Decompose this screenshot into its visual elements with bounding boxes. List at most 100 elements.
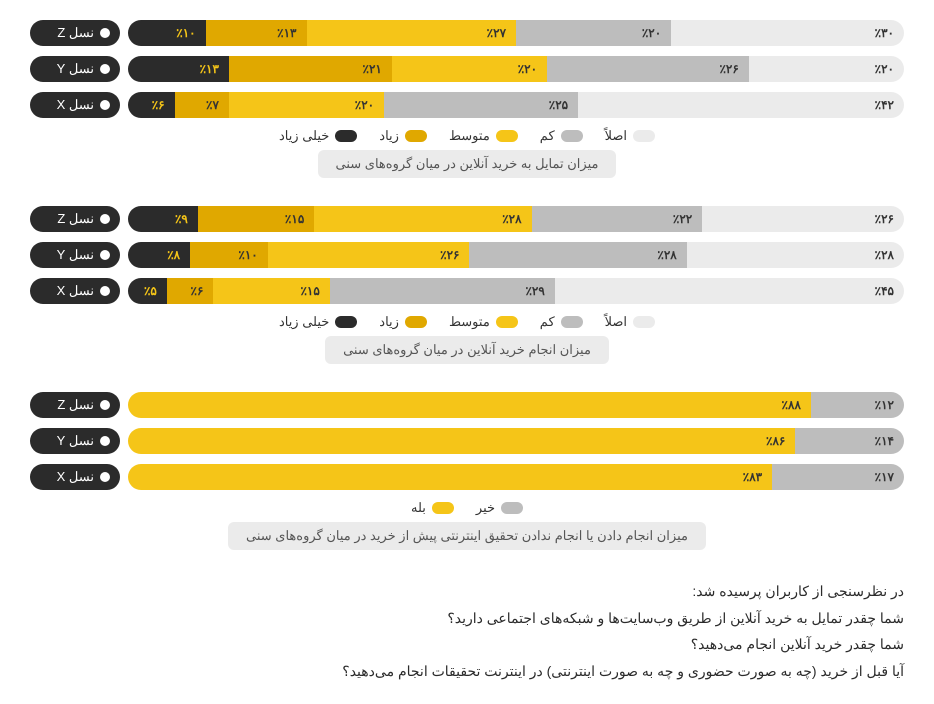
bar-segment: ٪۲۲ (532, 206, 703, 232)
chart-group: نسل Z٪۱۲٪۸۸نسل Y٪۱۴٪۸۶نسل X٪۱۷٪۸۳خیربلهم… (30, 392, 904, 550)
row-label: نسل Y (30, 242, 120, 268)
bar-segment: ٪۱۰ (128, 20, 206, 46)
row-label: نسل Y (30, 56, 120, 82)
bar-segment: ٪۱۵ (213, 278, 329, 304)
bar-segment: ٪۲۶ (702, 206, 904, 232)
bar-segment: ٪۱۳ (128, 56, 229, 82)
bar-segment: ٪۸۸ (128, 392, 811, 418)
stacked-bar: ٪۱۴٪۸۶ (128, 428, 904, 454)
row-label-text: نسل Y (57, 247, 94, 263)
row-label-text: نسل X (57, 97, 94, 113)
bar-segment: ٪۳۰ (671, 20, 904, 46)
legend-swatch-icon (405, 316, 427, 328)
bar-row: نسل Z ٪۲۶٪۲۲٪۲۸٪۱۵٪۹ (30, 206, 904, 232)
legend-label: خیر (476, 500, 495, 516)
legend-label: اصلاً (605, 314, 627, 330)
row-label-text: نسل X (57, 469, 94, 485)
row-label-text: نسل Y (57, 433, 94, 449)
bullet-icon (100, 28, 110, 38)
bar-row: نسل X ٪۴۵٪۲۹٪۱۵٪۶٪۵ (30, 278, 904, 304)
bar-row: نسل Y٪۲۸٪۲۸٪۲۶٪۱۰٪۸ (30, 242, 904, 268)
footer-lead: در نظرسنجی از کاربران پرسیده شد: (30, 578, 904, 605)
chart-group: نسل Z٪۲۶٪۲۲٪۲۸٪۱۵٪۹نسل Y٪۲۸٪۲۸٪۲۶٪۱۰٪۸نس… (30, 206, 904, 364)
legend-swatch-icon (633, 130, 655, 142)
legend-item: خیر (476, 500, 523, 516)
chart-caption: میزان انجام خرید آنلاین در میان گروه‌های… (325, 336, 609, 364)
bar-segment: ٪۶ (167, 278, 214, 304)
stacked-bar: ٪۴۵٪۲۹٪۱۵٪۶٪۵ (128, 278, 904, 304)
legend-label: بله (411, 500, 426, 516)
bar-segment: ٪۱۵ (198, 206, 314, 232)
bullet-icon (100, 286, 110, 296)
bar-segment: ٪۱۳ (206, 20, 307, 46)
chart-group: نسل Z٪۳۰٪۲۰٪۲۷٪۱۳٪۱۰نسل Y٪۲۰٪۲۶٪۲۰٪۲۱٪۱۳… (30, 20, 904, 178)
bullet-icon (100, 400, 110, 410)
bar-segment: ٪۲۰ (392, 56, 547, 82)
legend-item: خیلی زیاد (279, 128, 357, 144)
legend-swatch-icon (335, 130, 357, 142)
footer-q1: شما چقدر تمایل به خرید آنلاین از طریق وب… (30, 605, 904, 632)
legend-label: خیلی زیاد (279, 128, 329, 144)
footer-q3: آیا قبل از خرید (چه به صورت حضوری و چه ب… (30, 658, 904, 685)
bar-segment: ٪۱۲ (811, 392, 904, 418)
footer-text: در نظرسنجی از کاربران پرسیده شد: شما چقد… (30, 578, 904, 684)
legend-label: متوسط (449, 314, 490, 330)
bar-segment: ٪۴۲ (578, 92, 904, 118)
bar-segment: ٪۲۵ (384, 92, 578, 118)
bullet-icon (100, 472, 110, 482)
row-label: نسل X (30, 464, 120, 490)
bar-segment: ٪۲۸ (687, 242, 904, 268)
bar-segment: ٪۲۰ (749, 56, 904, 82)
bar-row: نسل Y٪۲۰٪۲۶٪۲۰٪۲۱٪۱۳ (30, 56, 904, 82)
row-label: نسل Z (30, 20, 120, 46)
stacked-bar: ٪۴۲٪۲۵٪۲۰٪۷٪۶ (128, 92, 904, 118)
bullet-icon (100, 64, 110, 74)
row-label-text: نسل Z (57, 211, 94, 227)
legend-item: بله (411, 500, 454, 516)
legend-swatch-icon (633, 316, 655, 328)
stacked-bar: ٪۲۰٪۲۶٪۲۰٪۲۱٪۱۳ (128, 56, 904, 82)
legend-item: زیاد (379, 314, 427, 330)
row-label: نسل X (30, 92, 120, 118)
stacked-bar: ٪۲۸٪۲۸٪۲۶٪۱۰٪۸ (128, 242, 904, 268)
bar-segment: ٪۱۰ (190, 242, 268, 268)
bar-segment: ٪۸۳ (128, 464, 772, 490)
row-label: نسل Y (30, 428, 120, 454)
row-label-text: نسل X (57, 283, 94, 299)
bullet-icon (100, 100, 110, 110)
legend-item: کم (540, 314, 583, 330)
stacked-bar: ٪۲۶٪۲۲٪۲۸٪۱۵٪۹ (128, 206, 904, 232)
bar-row: نسل X ٪۴۲٪۲۵٪۲۰٪۷٪۶ (30, 92, 904, 118)
bar-segment: ٪۲۰ (516, 20, 671, 46)
bar-segment: ٪۸ (128, 242, 190, 268)
stacked-bar: ٪۳۰٪۲۰٪۲۷٪۱۳٪۱۰ (128, 20, 904, 46)
chart-caption: میزان تمایل به خرید آنلاین در میان گروه‌… (318, 150, 617, 178)
row-label: نسل X (30, 278, 120, 304)
row-label: نسل Z (30, 206, 120, 232)
legend-swatch-icon (501, 502, 523, 514)
stacked-bar: ٪۱۲٪۸۸ (128, 392, 904, 418)
bar-segment: ٪۵ (128, 278, 167, 304)
bullet-icon (100, 436, 110, 446)
legend-label: کم (540, 314, 555, 330)
bar-segment: ٪۲۶ (547, 56, 749, 82)
legend-label: خیلی زیاد (279, 314, 329, 330)
legend-label: اصلاً (605, 128, 627, 144)
legend-item: خیلی زیاد (279, 314, 357, 330)
legend-item: اصلاً (605, 128, 655, 144)
bar-segment: ٪۲۹ (330, 278, 555, 304)
legend: خیر بله (30, 500, 904, 516)
legend-swatch-icon (405, 130, 427, 142)
bar-segment: ٪۲۷ (307, 20, 517, 46)
bar-segment: ٪۴۵ (555, 278, 904, 304)
bullet-icon (100, 214, 110, 224)
row-label-text: نسل Z (57, 25, 94, 41)
bar-segment: ٪۲۸ (469, 242, 686, 268)
legend-swatch-icon (496, 130, 518, 142)
bar-row: نسل Z٪۱۲٪۸۸ (30, 392, 904, 418)
legend-item: کم (540, 128, 583, 144)
legend-label: متوسط (449, 128, 490, 144)
bar-segment: ٪۲۱ (229, 56, 392, 82)
charts-container: نسل Z٪۳۰٪۲۰٪۲۷٪۱۳٪۱۰نسل Y٪۲۰٪۲۶٪۲۰٪۲۱٪۱۳… (30, 20, 904, 550)
bar-segment: ٪۲۶ (268, 242, 470, 268)
